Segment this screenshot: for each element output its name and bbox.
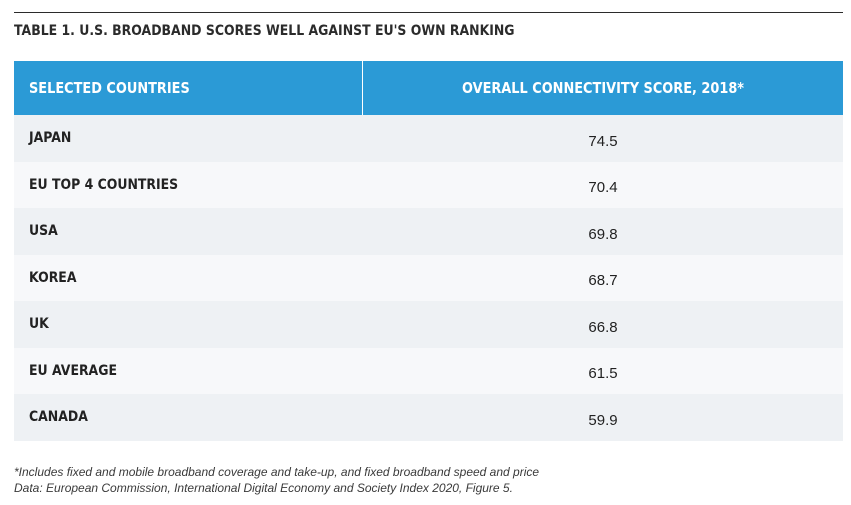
footnote-source: Data: European Commission, International…	[14, 481, 513, 495]
data-table: SELECTED COUNTRIES OVERALL CONNECTIVITY …	[14, 61, 843, 441]
table-title: TABLE 1. U.S. BROADBAND SCORES WELL AGAI…	[14, 23, 515, 39]
country-name: USA	[29, 223, 58, 240]
table-header: SELECTED COUNTRIES OVERALL CONNECTIVITY …	[14, 61, 843, 115]
country-name: JAPAN	[29, 130, 72, 147]
country-name: UK	[29, 316, 49, 333]
score-cell: 66.8	[588, 318, 618, 336]
footnote-definition: *Includes fixed and mobile broadband cov…	[14, 465, 540, 479]
country-cell: EU TOP 4 COUNTRIES	[14, 177, 363, 193]
header-selected-countries-label: SELECTED COUNTRIES	[29, 79, 190, 97]
table-row: CANADA 59.9	[14, 394, 843, 441]
table-row: USA 69.8	[14, 208, 843, 255]
country-name: KOREA	[29, 269, 77, 286]
country-cell: USA	[14, 223, 363, 239]
score-cell: 69.8	[588, 225, 618, 243]
country-cell: EU AVERAGE	[14, 363, 363, 379]
country-name: CANADA	[29, 409, 88, 426]
country-cell: JAPAN	[14, 130, 363, 146]
country-name: EU AVERAGE	[29, 362, 117, 379]
score-cell: 61.5	[588, 365, 618, 383]
header-connectivity-score-label: OVERALL CONNECTIVITY SCORE, 2018*	[461, 79, 745, 97]
header-selected-countries: SELECTED COUNTRIES	[14, 61, 363, 115]
country-cell: CANADA	[14, 409, 363, 425]
footnote: *Includes fixed and mobile broadband cov…	[14, 464, 539, 496]
score-cell: 68.7	[588, 272, 618, 290]
score-cell: 70.4	[588, 179, 618, 197]
score-cell: 59.9	[588, 411, 618, 429]
score-cell: 74.5	[588, 132, 618, 150]
country-name: EU TOP 4 COUNTRIES	[29, 176, 179, 193]
country-cell: UK	[14, 316, 363, 332]
table-row: UK 66.8	[14, 301, 843, 348]
table-row: JAPAN 74.5	[14, 115, 843, 162]
table-row: EU AVERAGE 61.5	[14, 347, 843, 394]
table-row: KOREA 68.7	[14, 254, 843, 301]
table-row: EU TOP 4 COUNTRIES 70.4	[14, 161, 843, 208]
top-rule	[14, 12, 843, 13]
header-connectivity-score: OVERALL CONNECTIVITY SCORE, 2018*	[363, 61, 843, 115]
country-cell: KOREA	[14, 270, 363, 286]
